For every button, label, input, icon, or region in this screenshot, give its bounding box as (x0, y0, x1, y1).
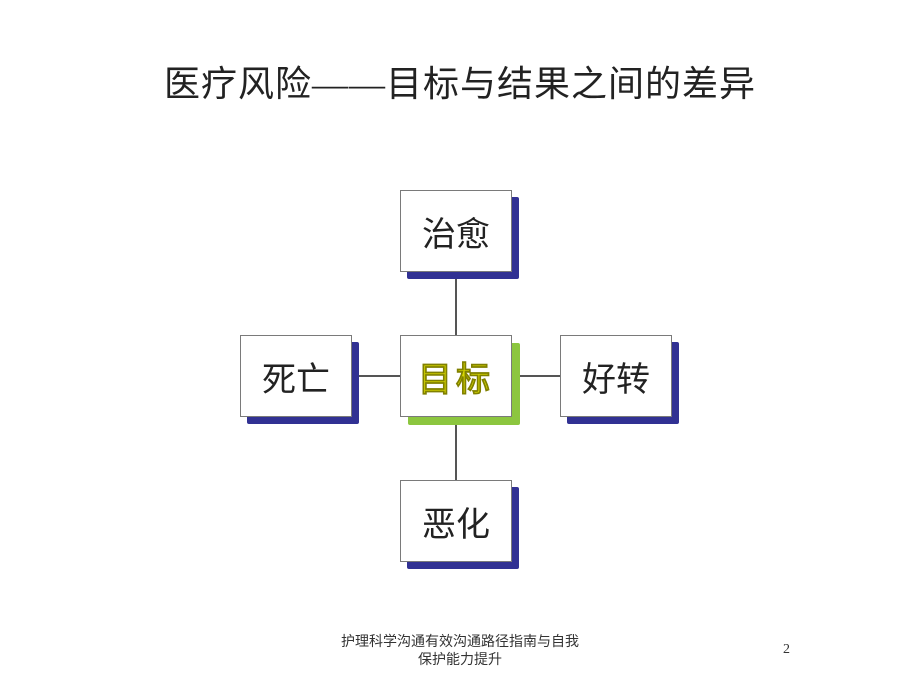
footer-line-1: 护理科学沟通有效沟通路径指南与自我 (0, 634, 920, 652)
node-right: 好转 (560, 335, 679, 424)
node-left: 死亡 (240, 335, 359, 424)
node-top: 治愈 (400, 190, 519, 279)
node-center: 目标 (400, 335, 520, 425)
node-center-label: 目标 (418, 352, 494, 401)
footer-text: 护理科学沟通有效沟通路径指南与自我 保护能力提升 (0, 634, 920, 670)
edge-center-top (455, 272, 457, 335)
node-right-label: 好转 (582, 352, 650, 401)
footer-line-2: 保护能力提升 (0, 652, 920, 670)
edge-center-left (352, 375, 400, 377)
page-number: 2 (783, 642, 790, 658)
node-top-label: 治愈 (422, 207, 490, 256)
node-left-label: 死亡 (262, 352, 330, 401)
node-bottom-face: 恶化 (400, 480, 512, 562)
slide: 医疗风险——目标与结果之间的差异 治愈 好转 恶化 (0, 0, 920, 690)
node-bottom-label: 恶化 (422, 497, 490, 546)
node-right-face: 好转 (560, 335, 672, 417)
node-bottom: 恶化 (400, 480, 519, 569)
diagram-container: 治愈 好转 恶化 死亡 目标 (0, 0, 920, 690)
node-top-face: 治愈 (400, 190, 512, 272)
node-center-face: 目标 (400, 335, 512, 417)
node-left-face: 死亡 (240, 335, 352, 417)
edge-center-bottom (455, 417, 457, 480)
